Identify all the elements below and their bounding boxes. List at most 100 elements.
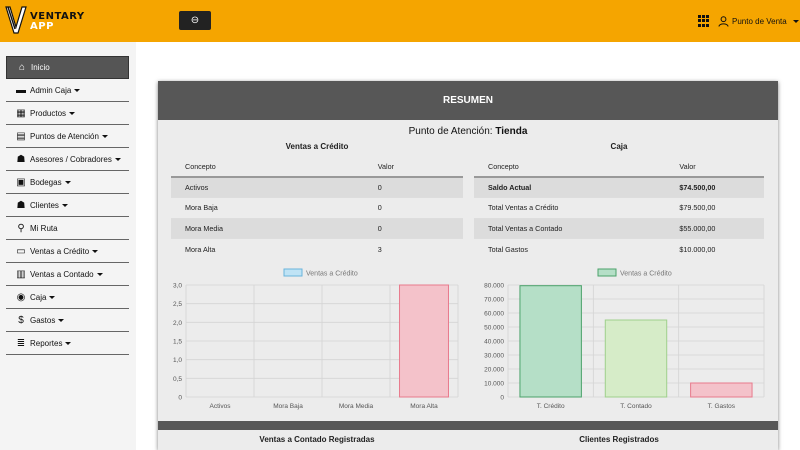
apps-grid-icon[interactable] (698, 15, 710, 27)
table-cell: $55.000,00 (665, 217, 764, 239)
sidebar-item-label: Ventas a Crédito (30, 246, 90, 256)
sidebar-item-label: Bodegas (30, 177, 62, 187)
legend-swatch (283, 268, 303, 277)
bottom-section-bar (158, 421, 778, 430)
table-cell: $10.000,00 (665, 238, 764, 259)
user-icon (718, 15, 729, 27)
sidebar-item-caja[interactable]: ◉ Caja (6, 286, 129, 309)
box-icon: ▦ (16, 107, 26, 119)
table-header: Valor (363, 157, 463, 178)
table-row: Total Ventas a Crédito $79.500,00 (474, 197, 764, 218)
x-tick-label: Mora Baja (273, 403, 303, 410)
sidebar-item-label: Caja (30, 292, 47, 302)
sidebar-item-label: Inicio (31, 63, 50, 72)
sidebar-item-admin-caja[interactable]: ▬ Admin Caja (6, 79, 129, 102)
truck-icon: ▣ (16, 176, 26, 188)
table-cell: $79.500,00 (665, 197, 764, 218)
top-navbar: VENTARY APP ⊖ Punto de Venta (0, 0, 800, 42)
chart-bar[interactable] (519, 285, 582, 398)
y-tick-label: 50.000 (484, 325, 504, 332)
table-row: Saldo Actual $74.500,00 (474, 176, 764, 198)
x-tick-label: T. Gastos (708, 403, 736, 410)
table-cell: 3 (363, 238, 463, 259)
ventas-contado-registradas-title: Ventas a Contado Registradas (259, 435, 375, 444)
x-tick-label: Activos (210, 403, 232, 410)
home-icon: ⌂ (18, 62, 26, 73)
sidebar-item-gastos[interactable]: $ Gastos (6, 309, 129, 332)
table-header: Valor (665, 157, 764, 178)
y-tick-label: 1,0 (173, 357, 182, 364)
ventas-credito-chart: Ventas a Crédito 0 0,5 1,0 1,5 2,0 2,5 3,0 Activ… (173, 268, 459, 410)
store-icon: ▤ (16, 130, 26, 142)
sidebar-item-bodegas[interactable]: ▣ Bodegas (6, 171, 129, 194)
y-tick-label: 0 (500, 395, 504, 402)
sidebar-item-label: Clientes (30, 200, 59, 210)
resumen-card: RESUMEN Punto de Atención: Tienda Ventas… (158, 81, 778, 450)
sidebar-item-puntos-de-atención[interactable]: ▤ Puntos de Atención (6, 125, 129, 148)
caret-down-icon (114, 157, 121, 161)
sidebar-item-label: Gastos (30, 315, 56, 325)
punto-atencion-prefix: Punto de Atención: (408, 126, 496, 137)
caja-chart: Ventas a Crédito 0 10.000 20.000 30.000 40.00… (484, 268, 765, 410)
y-tick-label: 60.000 (484, 311, 504, 318)
sidebar-item-ventas-a-contado[interactable]: ▥ Ventas a Contado (6, 263, 129, 286)
sidebar-item-label: Reportes (30, 338, 63, 348)
sidebar-item-label: Productos (30, 108, 67, 118)
sidebar-item-reportes[interactable]: ≣ Reportes (6, 332, 129, 355)
chart-bar[interactable] (604, 319, 668, 398)
table-cell: 0 (363, 217, 463, 239)
legend-label: Ventas a Crédito (620, 271, 672, 278)
table-row: Total Ventas a Contado $55.000,00 (474, 217, 764, 239)
caret-down-icon (74, 88, 81, 92)
logo-text-bottom: APP (30, 21, 54, 32)
caja-table: Concepto Valor Saldo Actual $74.500,00 Total… (474, 157, 764, 259)
y-tick-label: 40.000 (484, 339, 504, 346)
table-cell: 0 (363, 176, 463, 198)
table-cell: Mora Alta (171, 238, 364, 259)
sidebar-item-label: Admin Caja (30, 85, 72, 95)
x-tick-label: Mora Alta (410, 403, 438, 410)
wallet-icon: ▬ (16, 84, 26, 96)
sidebar-item-label: Puntos de Atención (30, 131, 99, 141)
sidebar-toggle-button[interactable]: ⊖ (179, 11, 211, 30)
ventas-credito-title: Ventas a Crédito (285, 142, 349, 151)
ventas-credito-table: Concepto Valor Activos 0 Mora Baja 0 Mora Medi… (171, 157, 463, 259)
sidebar-item-inicio[interactable]: ⌂ Inicio (6, 56, 129, 79)
punto-atencion-title: Punto de Atención: Tienda (158, 126, 778, 137)
caret-down-icon (101, 134, 108, 138)
table-row: Total Gastos $10.000,00 (474, 238, 764, 259)
y-tick-label: 80.000 (484, 283, 504, 290)
y-tick-label: 2,5 (173, 301, 182, 308)
caret-down-icon (58, 318, 65, 322)
sidebar-item-ventas-a-crédito[interactable]: ▭ Ventas a Crédito (6, 240, 129, 263)
sidebar-item-productos[interactable]: ▦ Productos (6, 102, 129, 125)
legend-swatch (597, 268, 617, 277)
chart-bar[interactable] (690, 382, 753, 398)
caja-title: Caja (610, 142, 628, 151)
y-tick-label: 3,0 (173, 283, 182, 290)
chart-legend: Ventas a Crédito (283, 268, 358, 278)
table-cell: Activos (171, 176, 364, 198)
table-row: Mora Baja 0 (171, 197, 463, 218)
chart-bar[interactable] (399, 284, 449, 398)
sidebar-item-asesores-cobradores[interactable]: ☗ Asesores / Cobradores (6, 148, 129, 171)
table-header: Concepto (474, 157, 666, 178)
sidebar-item-clientes[interactable]: ☗ Clientes (6, 194, 129, 217)
punto-atencion-name: Tienda (495, 126, 528, 137)
caret-down-icon (69, 111, 76, 115)
credit-card-icon: ▭ (16, 245, 26, 257)
legend-label: Ventas a Crédito (306, 271, 358, 278)
users-icon: ☗ (16, 153, 26, 165)
table-cell: $74.500,00 (665, 176, 764, 198)
x-tick-label: T. Contado (620, 403, 652, 410)
caret-down-icon (65, 341, 72, 345)
chevron-down-icon (792, 19, 799, 23)
table-cell: Total Ventas a Crédito (474, 197, 666, 218)
caret-down-icon (92, 249, 99, 253)
user-menu[interactable]: Punto de Venta (718, 14, 799, 28)
table-row: Activos 0 (171, 176, 463, 198)
sidebar-item-mi-ruta[interactable]: ⚲ Mi Ruta (6, 217, 129, 240)
sidebar-item-label: Mi Ruta (30, 223, 58, 233)
app-logo[interactable]: VENTARY APP (4, 5, 104, 37)
y-tick-label: 1,5 (173, 339, 182, 346)
